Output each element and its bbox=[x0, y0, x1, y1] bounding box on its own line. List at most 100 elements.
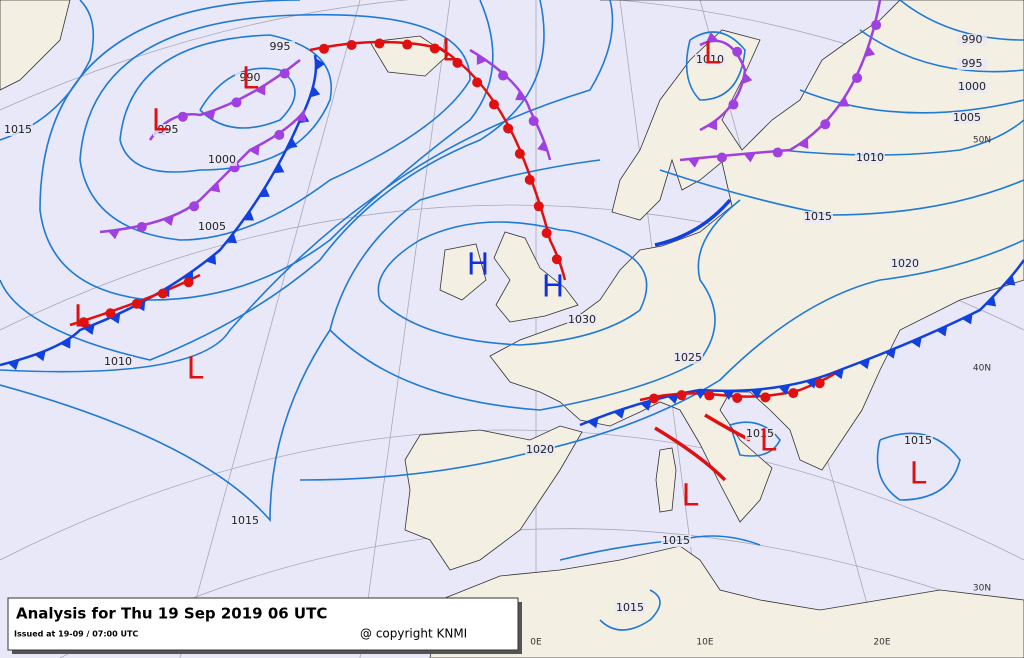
grid-label: 10E bbox=[696, 638, 713, 648]
isobar bbox=[329, 199, 741, 411]
caption-issued: Issued at 19-09 / 07:00 UTC bbox=[14, 630, 138, 639]
front-semicircle bbox=[871, 20, 882, 31]
corsica-sardinia bbox=[655, 447, 677, 513]
isobar bbox=[199, 67, 296, 129]
front-triangle bbox=[83, 324, 95, 335]
front-triangle bbox=[805, 378, 818, 389]
isobar-label: 1000 bbox=[208, 153, 236, 166]
front-triangle bbox=[778, 384, 791, 395]
front-semicircle bbox=[488, 99, 499, 110]
isobar bbox=[599, 589, 661, 631]
isobar bbox=[79, 13, 471, 241]
front-semicircle bbox=[402, 39, 413, 50]
isobar-label: 1010 bbox=[104, 355, 132, 368]
isobar-label-bg bbox=[230, 515, 260, 527]
isobar bbox=[377, 221, 648, 346]
front-triangle bbox=[798, 138, 809, 149]
front-semicircle bbox=[676, 390, 687, 401]
isobar bbox=[859, 29, 1024, 73]
pressure-center: L bbox=[704, 37, 721, 72]
front-semicircle bbox=[760, 392, 771, 403]
caption-copyright: @ copyright KNMI bbox=[360, 627, 467, 641]
isobar-label-bg bbox=[957, 81, 987, 93]
front-triangle bbox=[838, 96, 850, 107]
front-semicircle bbox=[231, 97, 242, 108]
isobar-label-bg bbox=[957, 34, 987, 46]
front-triangle bbox=[742, 72, 753, 85]
front-triangle bbox=[204, 109, 216, 121]
front-semicircle bbox=[78, 317, 89, 328]
isobar-label-bg bbox=[103, 356, 133, 368]
longitude-line bbox=[179, 0, 361, 658]
front-semicircle bbox=[131, 298, 142, 309]
front-semicircle bbox=[728, 99, 739, 110]
fronts bbox=[0, 0, 1024, 482]
isobar-label: 990 bbox=[240, 71, 261, 84]
pressure-center: L bbox=[152, 104, 169, 139]
isobar bbox=[728, 421, 781, 457]
pressure-center: L bbox=[910, 457, 927, 492]
isobar-label: 1000 bbox=[958, 80, 986, 93]
pressure-center: L bbox=[760, 424, 777, 459]
occluded-front bbox=[699, 39, 747, 132]
pressure-center: L bbox=[187, 352, 204, 387]
caption-background bbox=[7, 597, 519, 651]
front-triangle bbox=[640, 400, 652, 411]
greenland bbox=[0, 0, 71, 91]
front-triangle bbox=[884, 348, 896, 359]
ireland bbox=[439, 243, 487, 301]
front-triangle bbox=[259, 186, 270, 198]
grid-label: 0E bbox=[530, 638, 542, 648]
front-semicircle bbox=[498, 70, 509, 81]
front-triangle bbox=[864, 45, 876, 58]
front-triangle bbox=[7, 359, 20, 371]
isobar bbox=[119, 34, 332, 173]
isobar-label-bg bbox=[207, 154, 237, 166]
front-triangle bbox=[750, 389, 763, 399]
front-triangle bbox=[961, 313, 973, 325]
front-semicircle bbox=[374, 38, 385, 49]
front-semicircle bbox=[136, 221, 147, 232]
front-triangle bbox=[707, 119, 718, 131]
front-semicircle bbox=[788, 388, 799, 399]
isobar-label-bg bbox=[903, 435, 933, 447]
front-triangle bbox=[243, 210, 255, 221]
front-semicircle bbox=[105, 308, 116, 319]
pressure-center: L bbox=[242, 62, 259, 97]
front-triangle bbox=[295, 111, 307, 122]
front-triangle bbox=[1004, 275, 1016, 286]
isobar-label-bg bbox=[855, 152, 885, 164]
front-triangle bbox=[476, 54, 487, 65]
isobar-label-bg bbox=[803, 211, 833, 223]
front-semicircle bbox=[524, 174, 535, 185]
isobar-label: 1025 bbox=[674, 351, 702, 364]
front-triangle bbox=[936, 325, 948, 337]
front-semicircle bbox=[189, 201, 200, 212]
great-britain bbox=[493, 231, 579, 323]
pressure-center: H bbox=[542, 270, 565, 305]
front-semicircle bbox=[472, 77, 483, 88]
front-semicircle bbox=[346, 39, 357, 50]
front-triangle bbox=[60, 337, 71, 349]
front-semicircle bbox=[533, 201, 544, 212]
front-triangle bbox=[985, 295, 997, 307]
grid-label: 50N bbox=[973, 136, 991, 146]
front-semicircle bbox=[814, 378, 825, 389]
isobar-label-bg bbox=[153, 124, 183, 136]
front-triangle bbox=[286, 137, 298, 149]
front-triangle bbox=[832, 368, 844, 380]
caption-box: Analysis for Thu 19 Sep 2019 06 UTC Issu… bbox=[7, 597, 522, 654]
front-triangle bbox=[722, 390, 735, 400]
front-triangle bbox=[613, 408, 626, 419]
front-triangle bbox=[743, 152, 756, 163]
isobar-label-bg bbox=[3, 124, 33, 136]
front-semicircle bbox=[704, 390, 715, 401]
pressure-center: H bbox=[467, 248, 490, 283]
front-triangle bbox=[34, 350, 46, 362]
isobar-label: 1020 bbox=[526, 443, 554, 456]
front-semicircle bbox=[648, 393, 659, 404]
isobar-label: 1010 bbox=[856, 151, 884, 164]
isobar bbox=[0, 159, 601, 523]
front-triangle bbox=[209, 181, 221, 193]
